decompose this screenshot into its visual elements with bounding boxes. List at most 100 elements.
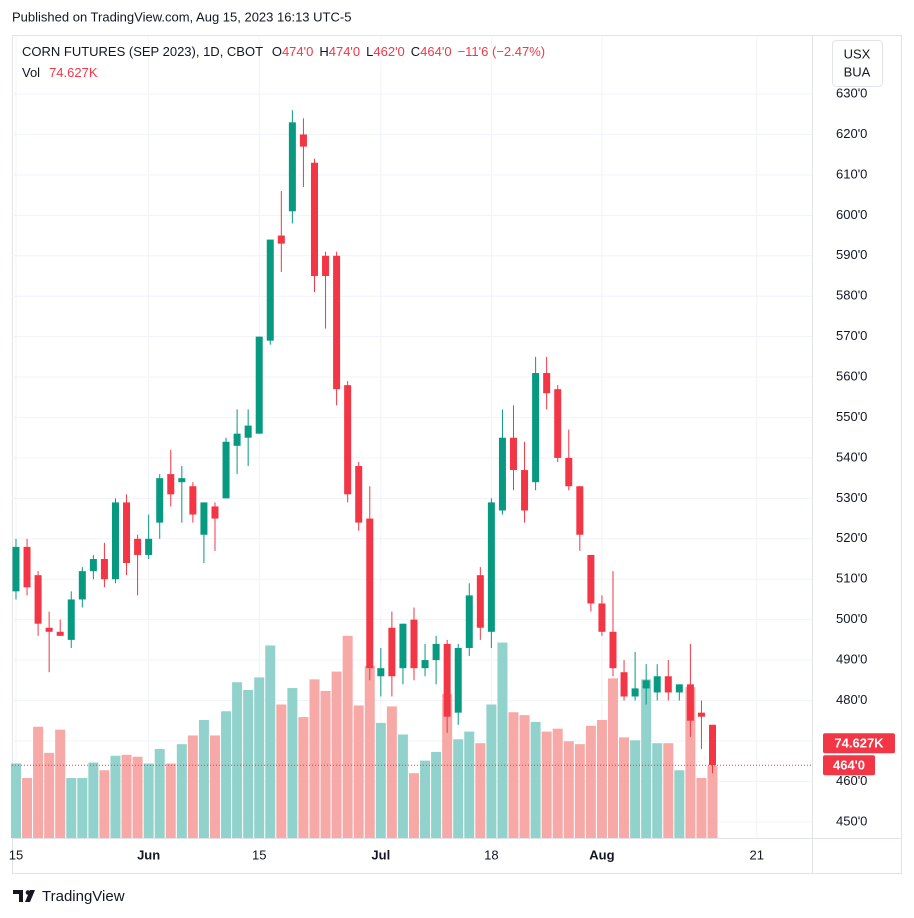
candle-body <box>34 575 42 624</box>
candle-body <box>156 478 164 523</box>
volume-bar <box>55 729 66 838</box>
volume-bar <box>66 778 77 838</box>
volume-bar <box>596 719 607 838</box>
candle-body <box>609 631 617 669</box>
volume-bar <box>187 735 198 838</box>
y-tick-label: 630'0 <box>836 85 867 100</box>
y-tick-label: 540'0 <box>836 449 867 464</box>
y-tick-label: 580'0 <box>836 288 867 303</box>
candle-body <box>443 643 451 717</box>
candle-body <box>388 627 396 677</box>
candle-body <box>377 668 385 677</box>
volume-bar <box>685 687 696 838</box>
candle-body <box>100 559 108 580</box>
candle-body <box>167 474 175 495</box>
volume-bar <box>519 715 530 838</box>
y-tick-label: 570'0 <box>836 328 867 343</box>
candle-body <box>244 425 252 438</box>
candle-body <box>487 502 495 632</box>
y-tick-label: 450'0 <box>836 813 867 828</box>
candle-body <box>631 688 639 697</box>
volume-bar <box>530 721 541 838</box>
candle-body <box>222 441 230 499</box>
volume-bar <box>420 760 431 838</box>
y-tick-label: 460'0 <box>836 773 867 788</box>
candle-body <box>664 676 672 693</box>
candle-body <box>12 546 20 592</box>
candle-body <box>123 502 131 564</box>
volume-bar <box>552 728 563 838</box>
volume-bar <box>110 755 121 838</box>
volume-bar <box>276 704 287 838</box>
currency-box[interactable] <box>832 40 883 87</box>
last-price-tag <box>823 755 875 776</box>
volume-bar <box>121 754 132 838</box>
volume-value: 74.627K <box>49 65 98 80</box>
volume-bar <box>475 743 486 838</box>
volume-bar <box>88 762 99 838</box>
y-tick-label: 520'0 <box>836 530 867 545</box>
volume-bar <box>453 739 464 838</box>
candle-body <box>675 684 683 693</box>
candle-body <box>697 712 705 717</box>
candle-body <box>410 619 418 669</box>
close-value: 464'0 <box>420 44 451 59</box>
last-volume-label: 74.627K <box>834 736 884 751</box>
volume-bar <box>397 734 408 838</box>
volume-bar <box>442 693 453 838</box>
candle-body <box>200 502 208 535</box>
candle-body <box>421 660 429 669</box>
volume-bar <box>641 679 652 838</box>
volume-bar <box>10 763 21 838</box>
high-label: H <box>319 44 328 59</box>
volume-bar <box>674 770 685 838</box>
published-note: Published on TradingView.com, Aug 15, 20… <box>12 9 351 24</box>
y-tick-label: 510'0 <box>836 571 867 586</box>
marks <box>10 110 812 838</box>
candle-body <box>178 478 186 483</box>
candle-body <box>310 162 318 276</box>
y-tick-label: 600'0 <box>836 207 867 222</box>
volume-bar <box>364 665 375 838</box>
candle-body <box>653 676 661 693</box>
candle-body <box>587 554 595 604</box>
volume-bar <box>209 735 220 838</box>
candle-body <box>476 575 484 628</box>
candle-body <box>111 502 119 580</box>
symbol: CORN FUTURES (SEP 2023), 1D, CBOT <box>22 44 263 59</box>
candle-body <box>543 373 551 394</box>
open-label: O <box>272 44 282 59</box>
candle-body <box>565 457 573 487</box>
candle-body <box>134 538 142 555</box>
last-volume-tag <box>823 733 895 754</box>
volume-bar <box>563 741 574 838</box>
candle-body <box>288 122 296 212</box>
candle-body <box>266 239 274 341</box>
y-tick-label: 610'0 <box>836 166 867 181</box>
candle-body <box>322 255 330 276</box>
volume-bar <box>353 705 364 838</box>
y-tick-label: 620'0 <box>836 126 867 141</box>
x-tick-label: Jul <box>371 847 390 862</box>
volume-bar <box>663 743 674 838</box>
volume-bar <box>287 688 298 838</box>
volume-bar <box>431 751 442 838</box>
volume-bar <box>77 778 88 838</box>
volume-bar <box>232 682 243 838</box>
volume-bar <box>154 748 165 838</box>
volume-bar <box>22 778 33 838</box>
candle-body <box>576 486 584 535</box>
candle-body <box>642 680 650 689</box>
volume-bar <box>254 677 265 838</box>
volume-bar <box>176 744 187 838</box>
volume-bar <box>221 711 232 838</box>
x-tick-label: 21 <box>749 847 763 862</box>
open-value: 474'0 <box>282 44 313 59</box>
candle-body <box>333 255 341 390</box>
y-tick-label: 590'0 <box>836 247 867 262</box>
candle-body <box>598 603 606 632</box>
candle-body <box>344 385 352 495</box>
candle-body <box>366 518 374 669</box>
volume-bar <box>386 706 397 838</box>
